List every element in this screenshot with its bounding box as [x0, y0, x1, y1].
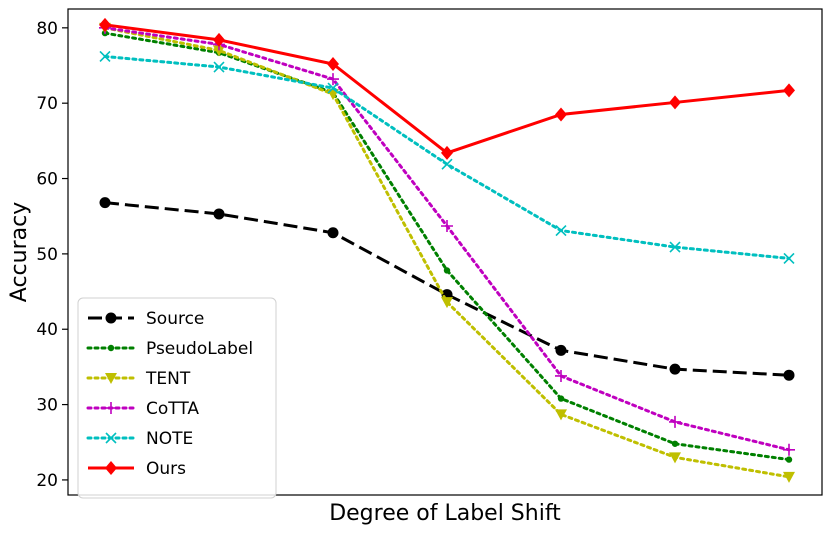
data-point-note — [99, 50, 111, 63]
data-point-note — [327, 82, 339, 94]
data-point-ours — [327, 57, 339, 72]
data-point-tent — [213, 45, 225, 57]
data-point-pseudolabel — [671, 440, 679, 447]
data-point-ours — [669, 95, 681, 110]
data-point-pseudolabel — [557, 395, 565, 402]
legend-label-note: NOTE — [146, 429, 193, 449]
legend-item-cotta: CoTTA — [86, 399, 199, 419]
data-point-source — [669, 363, 681, 375]
data-point-note — [213, 61, 225, 73]
legend-label-source: Source — [146, 309, 204, 329]
data-point-ours — [783, 83, 795, 98]
data-point-note — [441, 158, 453, 170]
series-source — [99, 197, 795, 381]
legend-label-pseudolabel: PseudoLabel — [146, 339, 253, 359]
legend-item-source: Source — [88, 309, 204, 329]
x-axis-label: Degree of Label Shift — [329, 501, 561, 526]
y-axis-label: Accuracy — [7, 202, 32, 302]
data-point-source — [555, 344, 567, 356]
data-point-cotta — [441, 220, 453, 233]
data-point-cotta — [669, 415, 681, 428]
legend-marker-cotta — [105, 402, 117, 414]
y-tick-label: 40 — [36, 320, 58, 340]
data-point-tent — [555, 409, 567, 421]
legend-marker-tent — [105, 373, 117, 384]
series-note — [99, 50, 795, 264]
legend-item-tent: TENT — [86, 369, 191, 389]
legend-label-tent: TENT — [145, 369, 191, 389]
data-point-cotta — [327, 73, 339, 86]
data-point-tent — [441, 297, 453, 309]
data-point-note — [783, 252, 795, 264]
data-point-note — [555, 224, 567, 237]
data-point-ours — [99, 17, 111, 32]
y-tick-label: 30 — [36, 396, 58, 416]
data-point-note — [669, 241, 681, 253]
data-point-ours — [441, 145, 453, 160]
data-point-pseudolabel — [785, 456, 793, 463]
legend-marker-ours — [105, 461, 117, 475]
data-point-tent — [783, 471, 795, 483]
data-point-source — [327, 227, 339, 239]
legend-item-pseudolabel: PseudoLabel — [86, 339, 253, 359]
legend-marker-note — [105, 432, 117, 444]
data-point-ours — [213, 32, 225, 47]
data-point-source — [213, 208, 225, 220]
plot-area — [67, 8, 823, 496]
legend-marker-pseudolabel — [107, 344, 115, 352]
plot-frame — [67, 8, 823, 496]
y-tick-label: 50 — [36, 245, 58, 265]
y-tick-label: 80 — [36, 19, 58, 39]
legend-label-cotta: CoTTA — [146, 399, 199, 419]
y-tick-label: 60 — [36, 170, 58, 190]
legend-label-ours: Ours — [146, 459, 186, 479]
legend-item-ours: Ours — [88, 459, 186, 479]
data-point-ours — [555, 107, 567, 122]
y-tick-label: 70 — [36, 94, 58, 114]
data-point-cotta — [783, 443, 795, 456]
data-point-pseudolabel — [443, 267, 451, 274]
data-point-cotta — [555, 369, 567, 382]
legend-item-note: NOTE — [86, 429, 193, 449]
legend-marker-source — [105, 312, 117, 324]
series-ours — [99, 17, 795, 160]
series-layer — [99, 17, 795, 483]
data-point-tent — [669, 452, 681, 464]
series-line-ours — [104, 23, 790, 155]
data-point-source — [99, 197, 111, 209]
y-tick-label: 20 — [36, 471, 58, 491]
y-axis: 20 30 40 50 60 70 80 — [36, 19, 68, 491]
data-point-source — [783, 369, 795, 381]
legend: Source PseudoLabel TENT CoTTA NOTE Ours — [77, 297, 277, 499]
